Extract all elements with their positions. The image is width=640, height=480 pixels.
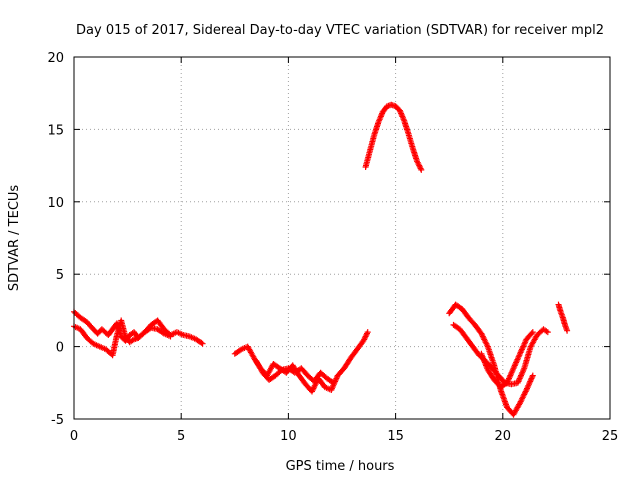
x-tick-label: 5	[177, 429, 185, 444]
x-tick-label: 0	[70, 429, 78, 444]
x-tick-label: 15	[387, 429, 404, 444]
y-tick-label: 20	[47, 51, 64, 66]
x-axis-label: GPS time / hours	[286, 459, 395, 474]
data-point	[418, 166, 425, 173]
data-point	[528, 330, 535, 337]
y-tick-label: 15	[47, 123, 64, 138]
x-tick-label: 10	[280, 429, 297, 444]
series-arc-2	[231, 329, 371, 395]
data-point	[330, 379, 337, 386]
data-series	[71, 101, 571, 418]
data-point	[543, 328, 550, 335]
data-point	[529, 372, 536, 379]
series-arc-2b	[253, 358, 337, 386]
data-point	[167, 333, 174, 340]
axis-ticks: 0 5 10 15 20 25 -5 0 5 10 15 20	[47, 51, 618, 444]
data-point	[199, 340, 206, 347]
series-arc-3	[362, 101, 425, 173]
y-axis-label: SDTVAR / TECUs	[7, 185, 22, 292]
series-arc-4c	[478, 329, 536, 391]
data-point	[364, 329, 371, 336]
y-tick-label: 0	[56, 341, 64, 356]
data-point	[198, 339, 205, 346]
data-point	[329, 378, 336, 385]
series-arc-1b	[71, 317, 174, 359]
y-tick-label: 10	[47, 196, 64, 211]
y-tick-label: 5	[56, 268, 64, 283]
grid-lines	[74, 57, 610, 419]
data-point	[544, 329, 551, 336]
series-arc-5	[555, 301, 571, 334]
plot-area: 0 5 10 15 20 25 -5 0 5 10 15 20	[47, 51, 618, 444]
plot-frame	[73, 56, 611, 420]
x-tick-label: 25	[602, 429, 619, 444]
y-tick-label: -5	[51, 413, 64, 428]
x-tick-label: 20	[495, 429, 512, 444]
data-point	[529, 329, 536, 336]
chart-title: Day 015 of 2017, Sidereal Day-to-day VTE…	[76, 23, 604, 38]
data-point	[564, 327, 571, 334]
series-arc-4b	[446, 301, 536, 418]
